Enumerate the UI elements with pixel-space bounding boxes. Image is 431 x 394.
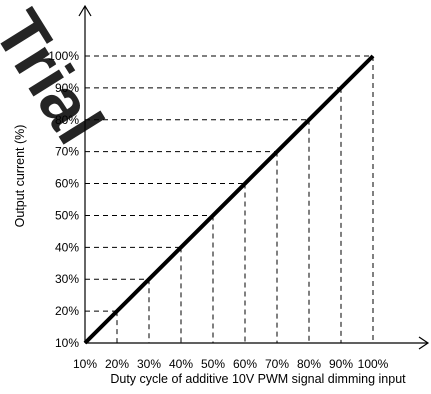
y-tick-label: 60% — [55, 177, 79, 191]
x-tick-label: 70% — [265, 357, 289, 371]
guide-lines — [85, 55, 374, 343]
y-axis-title: Output current (%) — [13, 125, 27, 228]
x-tick-label: 60% — [233, 357, 257, 371]
y-tick-label: 70% — [55, 145, 79, 159]
x-tick-label: 30% — [137, 357, 161, 371]
x-tick-label: 100% — [358, 357, 389, 371]
y-tick-label: 90% — [55, 81, 79, 95]
x-tick-labels: 10% 20% 30% 40% 50% 60% 70% 80% 90% 100% — [73, 357, 389, 371]
x-axis-title: Duty cycle of additive 10V PWM signal di… — [110, 372, 406, 386]
series-layer — [83, 54, 375, 345]
x-tick-label: 40% — [169, 357, 193, 371]
x-tick-label: 80% — [297, 357, 321, 371]
x-tick-label: 10% — [73, 357, 97, 371]
y-tick-label: 80% — [55, 113, 79, 127]
y-tick-label: 30% — [55, 272, 79, 286]
y-tick-label: 100% — [48, 49, 79, 63]
y-tick-label: 40% — [55, 240, 79, 254]
y-tick-labels: 10% 20% 30% 40% 50% 60% 70% 80% 90% 100% — [48, 49, 79, 350]
axes — [78, 4, 430, 350]
y-axis-arrow — [78, 4, 92, 17]
y-tick-label: 20% — [55, 304, 79, 318]
x-tick-label: 50% — [201, 357, 225, 371]
y-tick-label: 10% — [55, 336, 79, 350]
series-line — [83, 54, 375, 345]
x-tick-label: 90% — [329, 357, 353, 371]
x-axis-arrow — [418, 336, 430, 350]
x-tick-label: 20% — [105, 357, 129, 371]
y-tick-label: 50% — [55, 208, 79, 222]
